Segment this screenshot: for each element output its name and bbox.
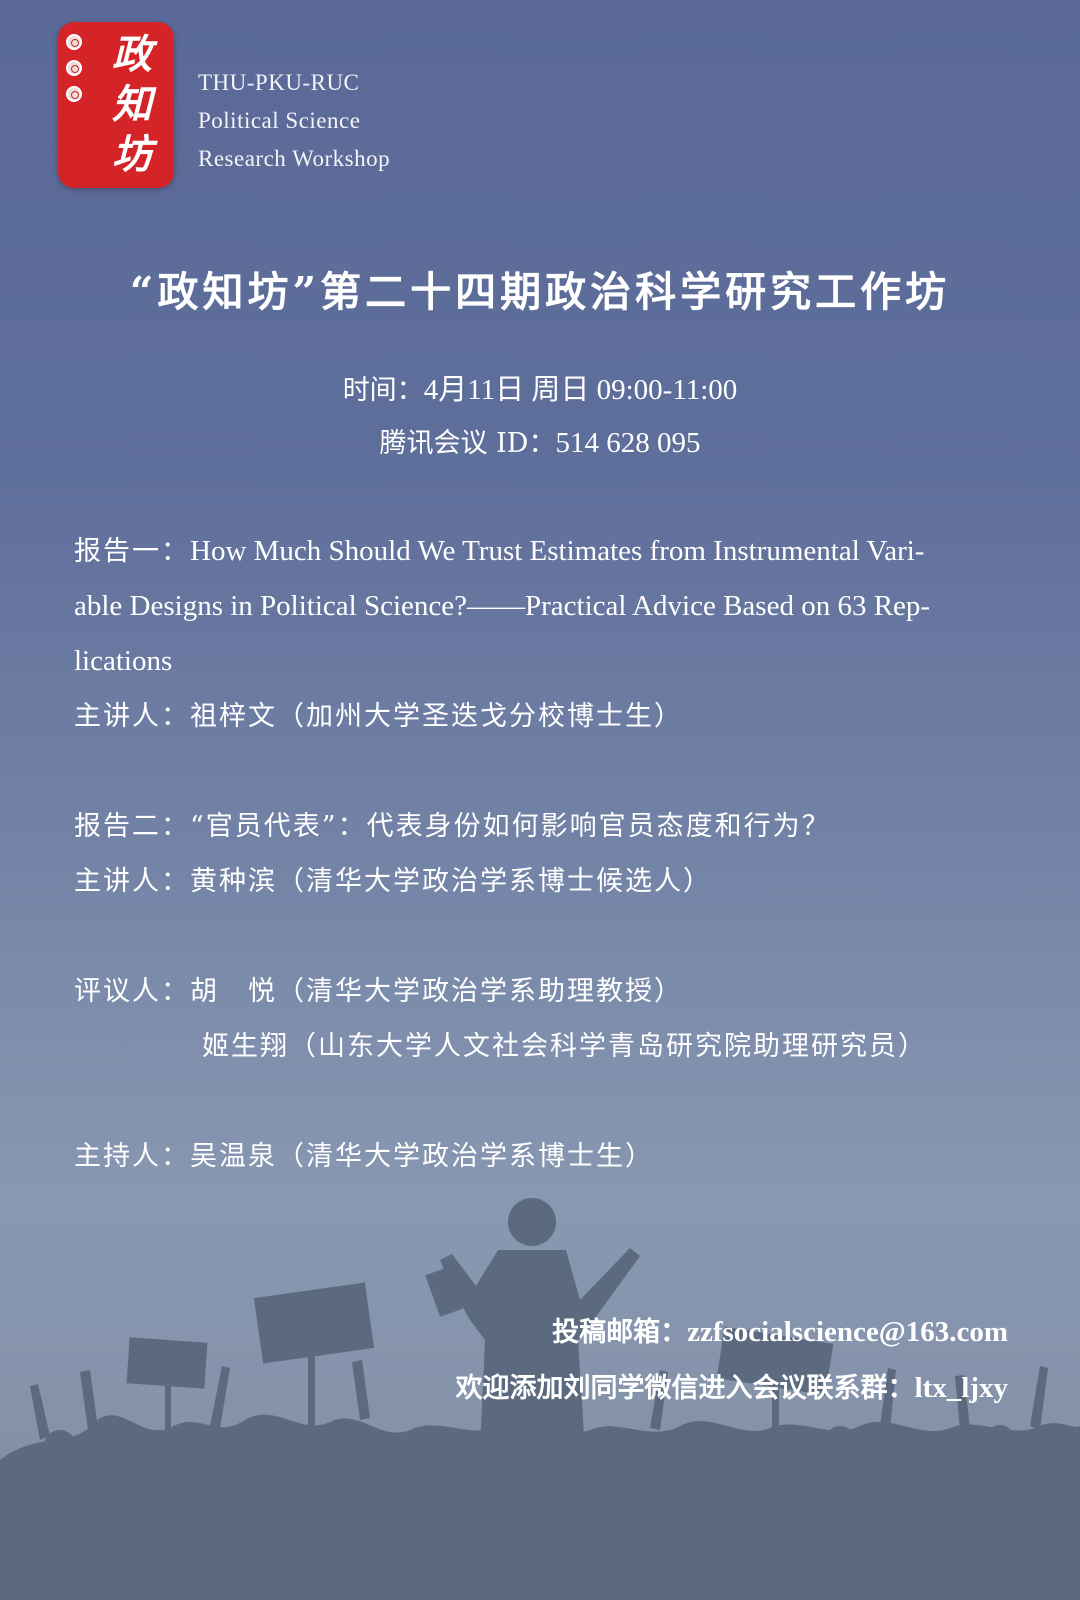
talk-1-title-line: lications xyxy=(74,645,173,677)
workshop-name-line: Political Science xyxy=(198,108,361,133)
email-label: 投稿邮箱： xyxy=(552,1317,688,1348)
talk-1-title-line: How Much Should We Trust Estimates from … xyxy=(190,535,925,567)
discussant-1: 评议人：胡 悦（清华大学政治学系助理教授） xyxy=(74,964,1034,1019)
email-address: zzfsocialscience@163.com xyxy=(687,1316,1008,1348)
meeting-id: 514 628 095 xyxy=(555,427,701,459)
talk-2-title: “官员代表”：代表身份如何影响官员态度和行为？ xyxy=(190,811,831,842)
speaker-name: 祖梓文（加州大学圣迭戈分校博士生） xyxy=(190,701,683,732)
logo-char: 政 xyxy=(112,31,152,78)
host: 主持人：吴温泉（清华大学政治学系博士生） xyxy=(74,1129,1034,1184)
email-line: 投稿邮箱：zzfsocialscience@163.com xyxy=(552,1310,1008,1349)
meeting-id-line: 腾讯会议 ID：514 628 095 xyxy=(0,421,1080,460)
speaker-label: 主讲人： xyxy=(74,866,190,897)
speaker-name: 黄种滨（清华大学政治学系博士候选人） xyxy=(190,866,712,897)
host-name: 吴温泉（清华大学政治学系博士生） xyxy=(190,1141,654,1172)
time-value: 4月11日 周日 09:00-11:00 xyxy=(423,374,738,406)
crowd-silhouette-image xyxy=(0,1198,1080,1600)
discussant-2: 姬生翔（山东大学人文社会科学青岛研究院助理研究员） xyxy=(74,1019,1034,1074)
poster-title: “政知坊”第二十四期政治科学研究工作坊 xyxy=(129,268,951,316)
university-seal-icon xyxy=(66,34,82,50)
workshop-name: THU-PKU-RUC Political Science Research W… xyxy=(198,64,390,178)
talk-1: 报告一：How Much Should We Trust Estimates f… xyxy=(74,524,1034,689)
logo-char: 坊 xyxy=(112,131,152,178)
talk-2-speaker: 主讲人：黄种滨（清华大学政治学系博士候选人） xyxy=(74,854,1034,909)
wechat-line: 欢迎添加刘同学微信进入会议联系群：ltx_ljxy xyxy=(456,1366,1008,1405)
discussant-name: 胡 悦（清华大学政治学系助理教授） xyxy=(190,976,683,1007)
time-line: 时间：4月11日 周日 09:00-11:00 xyxy=(0,366,1080,408)
university-seal-icon xyxy=(66,86,82,102)
talk-1-title-line: able Designs in Political Science?——Prac… xyxy=(74,590,931,622)
wechat-id: ltx_ljxy xyxy=(914,1372,1008,1404)
talk-1-speaker: 主讲人：祖梓文（加州大学圣迭戈分校博士生） xyxy=(74,689,1034,744)
host-label: 主持人： xyxy=(74,1141,190,1172)
wechat-label: 欢迎添加刘同学微信进入会议联系群： xyxy=(455,1373,915,1404)
talk-1-label: 报告一： xyxy=(74,536,190,567)
discussant-name: 姬生翔（山东大学人文社会科学青岛研究院助理研究员） xyxy=(202,1031,927,1062)
workshop-name-line: THU-PKU-RUC xyxy=(198,70,360,95)
discussant-label: 评议人： xyxy=(74,976,190,1007)
workshop-name-line: Research Workshop xyxy=(198,146,391,171)
logo-char: 知 xyxy=(112,81,152,128)
time-label: 时间： xyxy=(342,375,424,406)
talk-2-label: 报告二： xyxy=(74,811,190,842)
talk-2: 报告二：“官员代表”：代表身份如何影响官员态度和行为？ xyxy=(74,799,1034,854)
university-seal-icon xyxy=(66,60,82,76)
logo: 政 知 坊 xyxy=(58,22,174,188)
meeting-label: 腾讯会议 ID： xyxy=(379,428,556,459)
speaker-label: 主讲人： xyxy=(74,701,190,732)
